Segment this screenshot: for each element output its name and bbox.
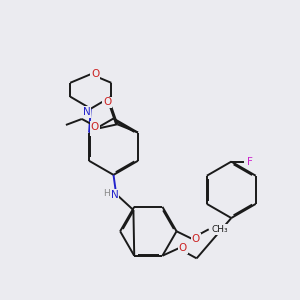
Text: O: O xyxy=(91,122,99,132)
Text: N: N xyxy=(82,107,90,117)
Text: H: H xyxy=(103,189,110,198)
Text: H: H xyxy=(103,189,110,198)
Text: O: O xyxy=(192,234,200,244)
Text: O: O xyxy=(91,69,99,79)
Text: O: O xyxy=(103,98,112,107)
Text: F: F xyxy=(247,157,253,166)
Text: O: O xyxy=(178,243,187,254)
Text: N: N xyxy=(82,107,90,117)
Text: O: O xyxy=(178,243,187,254)
Text: O: O xyxy=(103,98,112,107)
Text: CH₃: CH₃ xyxy=(211,225,228,234)
Text: O: O xyxy=(91,69,99,79)
Text: N: N xyxy=(111,190,119,200)
Text: CH₃: CH₃ xyxy=(211,225,228,234)
Text: O: O xyxy=(192,234,200,244)
Text: N: N xyxy=(111,190,119,200)
Text: O: O xyxy=(91,122,99,132)
Text: F: F xyxy=(247,157,253,166)
